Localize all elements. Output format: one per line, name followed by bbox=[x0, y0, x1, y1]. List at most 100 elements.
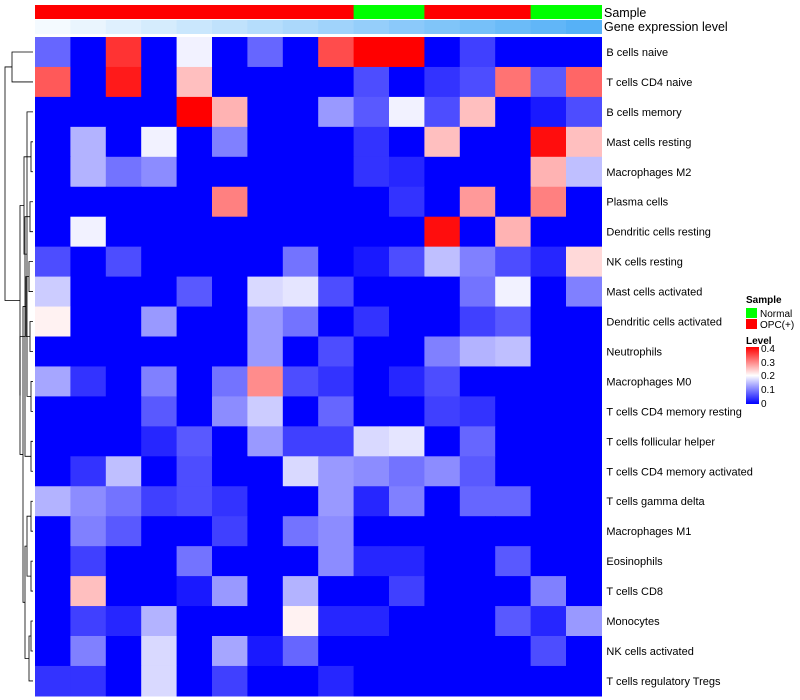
heatmap-cell bbox=[459, 216, 496, 248]
heatmap-cell bbox=[353, 426, 390, 457]
heatmap-cell bbox=[318, 186, 355, 218]
heatmap-cell bbox=[530, 546, 567, 577]
heatmap-cell bbox=[495, 276, 532, 308]
heatmap-cell bbox=[566, 336, 602, 368]
heatmap-cell bbox=[282, 606, 319, 637]
heatmap-cell bbox=[495, 606, 532, 637]
heatmap-cell bbox=[282, 186, 319, 218]
heatmap-cell bbox=[424, 276, 461, 308]
heatmap-cell bbox=[495, 636, 532, 667]
heatmap-cell bbox=[318, 276, 355, 308]
heatmap-cell bbox=[389, 516, 425, 547]
heatmap-cell bbox=[247, 156, 284, 188]
heatmap-cell bbox=[353, 156, 390, 188]
legend-label-normal: Normal bbox=[760, 309, 792, 320]
heatmap-cell bbox=[212, 37, 248, 68]
row-label: T cells CD8 bbox=[606, 586, 663, 598]
heatmap-cell bbox=[566, 186, 602, 218]
heatmap-cell bbox=[247, 486, 284, 517]
sample-annotation-cell bbox=[353, 5, 390, 19]
heatmap-cell bbox=[530, 276, 567, 308]
heatmap-cell bbox=[459, 516, 496, 547]
heatmap-cell bbox=[212, 276, 248, 308]
heatmap-cell bbox=[566, 576, 602, 607]
heatmap-cell bbox=[495, 396, 532, 427]
heatmap-cell bbox=[70, 576, 107, 607]
heatmap-cell bbox=[318, 456, 355, 487]
heatmap-cell bbox=[247, 636, 284, 667]
heatmap-cell bbox=[459, 636, 496, 667]
heatmap-cell bbox=[70, 276, 107, 308]
heatmap-cell bbox=[35, 396, 71, 427]
heatmap-cell bbox=[176, 66, 213, 98]
heatmap-cell bbox=[353, 96, 390, 128]
heatmap-cell bbox=[353, 306, 390, 338]
sample-annotation-cell bbox=[105, 5, 142, 19]
heatmap-cell bbox=[424, 456, 461, 487]
sample-annotation-cell bbox=[424, 5, 461, 19]
expression-annotation-cell bbox=[424, 20, 461, 34]
heatmap-cell bbox=[530, 126, 567, 158]
heatmap-cell bbox=[424, 246, 461, 278]
heatmap-cell bbox=[389, 426, 425, 457]
heatmap-cell bbox=[353, 216, 390, 248]
heatmap-cell bbox=[389, 546, 425, 577]
heatmap-cell bbox=[530, 486, 567, 517]
heatmap-cell bbox=[212, 186, 248, 218]
heatmap-cell bbox=[353, 456, 390, 487]
heatmap-cell bbox=[35, 576, 71, 607]
heatmap-cell bbox=[424, 546, 461, 577]
heatmap-cell bbox=[530, 186, 567, 218]
heatmap-cell bbox=[353, 606, 390, 637]
heatmap-cell bbox=[70, 516, 107, 547]
heatmap-cell bbox=[70, 426, 107, 457]
heatmap-cell bbox=[353, 486, 390, 517]
heatmap-cell bbox=[566, 216, 602, 248]
heatmap-cell bbox=[141, 96, 178, 128]
sample-annotation-cell bbox=[389, 5, 425, 19]
heatmap-cell bbox=[247, 366, 284, 397]
expression-annotation-bar bbox=[35, 20, 602, 34]
heatmap-cell bbox=[424, 516, 461, 547]
heatmap-cell bbox=[282, 366, 319, 397]
heatmap-cell bbox=[424, 306, 461, 338]
heatmap-cell bbox=[70, 37, 107, 68]
heatmap-cell bbox=[212, 366, 248, 397]
heatmap-cell bbox=[566, 396, 602, 427]
heatmap-cell bbox=[212, 126, 248, 158]
heatmap-cell bbox=[459, 665, 496, 697]
heatmap-cell bbox=[530, 426, 567, 457]
heatmap-cell bbox=[212, 636, 248, 667]
row-label: Mast cells resting bbox=[606, 137, 691, 149]
heatmap-cell bbox=[566, 276, 602, 308]
heatmap-cell bbox=[389, 606, 425, 637]
heatmap-cell bbox=[282, 66, 319, 98]
heatmap-cell bbox=[212, 216, 248, 248]
heatmap-cell bbox=[424, 366, 461, 397]
heatmap-cell bbox=[424, 96, 461, 128]
sample-annotation-cell bbox=[247, 5, 284, 19]
heatmap-cell bbox=[566, 606, 602, 637]
heatmap-cell bbox=[247, 126, 284, 158]
heatmap-cell bbox=[530, 516, 567, 547]
expression-annotation-cell bbox=[141, 20, 178, 34]
heatmap-cell bbox=[282, 576, 319, 607]
heatmap-cell bbox=[566, 246, 602, 278]
sample-annotation-cell bbox=[35, 5, 71, 19]
heatmap-cell bbox=[141, 396, 178, 427]
heatmap-cell bbox=[212, 246, 248, 278]
heatmap-cell bbox=[247, 516, 284, 547]
row-label: T cells regulatory Tregs bbox=[606, 676, 721, 688]
heatmap-cell bbox=[566, 636, 602, 667]
level-tick-0-3: 0.3 bbox=[761, 358, 775, 369]
row-label: B cells naive bbox=[606, 47, 668, 59]
heatmap-cell bbox=[70, 186, 107, 218]
heatmap-cell bbox=[389, 186, 425, 218]
heatmap-cell bbox=[530, 636, 567, 667]
heatmap-cell bbox=[35, 546, 71, 577]
heatmap-cell bbox=[212, 576, 248, 607]
expression-annotation-cell bbox=[353, 20, 390, 34]
expression-annotation-label: Gene expression level bbox=[604, 20, 728, 34]
heatmap-cell bbox=[35, 306, 71, 338]
